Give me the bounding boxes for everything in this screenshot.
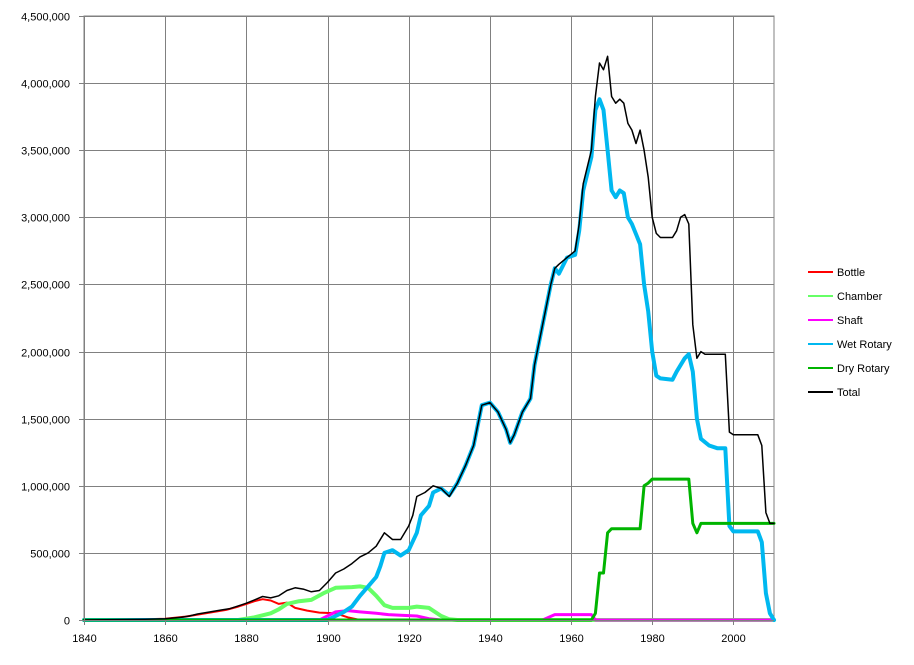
legend-label-dry-rotary: Dry Rotary <box>837 363 890 375</box>
legend-label-shaft: Shaft <box>837 315 863 327</box>
legend: Bottle Chamber Shaft Wet Rotary Dry Rotary To… <box>808 267 892 399</box>
y-tick-label: 4,000,000 <box>21 79 70 91</box>
x-tick-label: 1940 <box>478 633 502 645</box>
y-tick-label: 2,500,000 <box>21 280 70 292</box>
y-tick-label: 0 <box>64 616 70 628</box>
series-line-dry-rotary <box>82 477 776 622</box>
x-tick-label: 1840 <box>72 633 96 645</box>
legend-label-wet-rotary: Wet Rotary <box>837 339 892 351</box>
x-tick-label: 1860 <box>153 633 177 645</box>
gridlines <box>83 15 775 621</box>
series-line-chamber <box>82 584 776 622</box>
y-tick-label: 3,500,000 <box>21 146 70 158</box>
x-tick-label: 1920 <box>397 633 421 645</box>
y-tick-label: 3,000,000 <box>21 213 70 225</box>
y-tick-label: 2,000,000 <box>21 348 70 360</box>
series-lines <box>82 55 776 622</box>
series-line-wet-rotary <box>82 97 776 622</box>
x-tick-label: 2000 <box>721 633 745 645</box>
y-tick-label: 4,500,000 <box>21 12 70 24</box>
x-tick-label: 1980 <box>640 633 664 645</box>
x-tick-label: 1960 <box>559 633 583 645</box>
legend-label-total: Total <box>837 387 860 399</box>
y-tick-label: 1,500,000 <box>21 415 70 427</box>
axes: 0 500,000 1,000,000 1,500,000 2,000,000 2,500… <box>21 12 774 645</box>
x-tick-label: 1900 <box>316 633 340 645</box>
legend-label-chamber: Chamber <box>837 291 883 303</box>
y-tick-label: 500,000 <box>30 549 70 561</box>
x-tick-label: 1880 <box>234 633 258 645</box>
y-tick-label: 1,000,000 <box>21 482 70 494</box>
series-line-total <box>83 55 775 621</box>
legend-label-bottle: Bottle <box>837 267 865 279</box>
